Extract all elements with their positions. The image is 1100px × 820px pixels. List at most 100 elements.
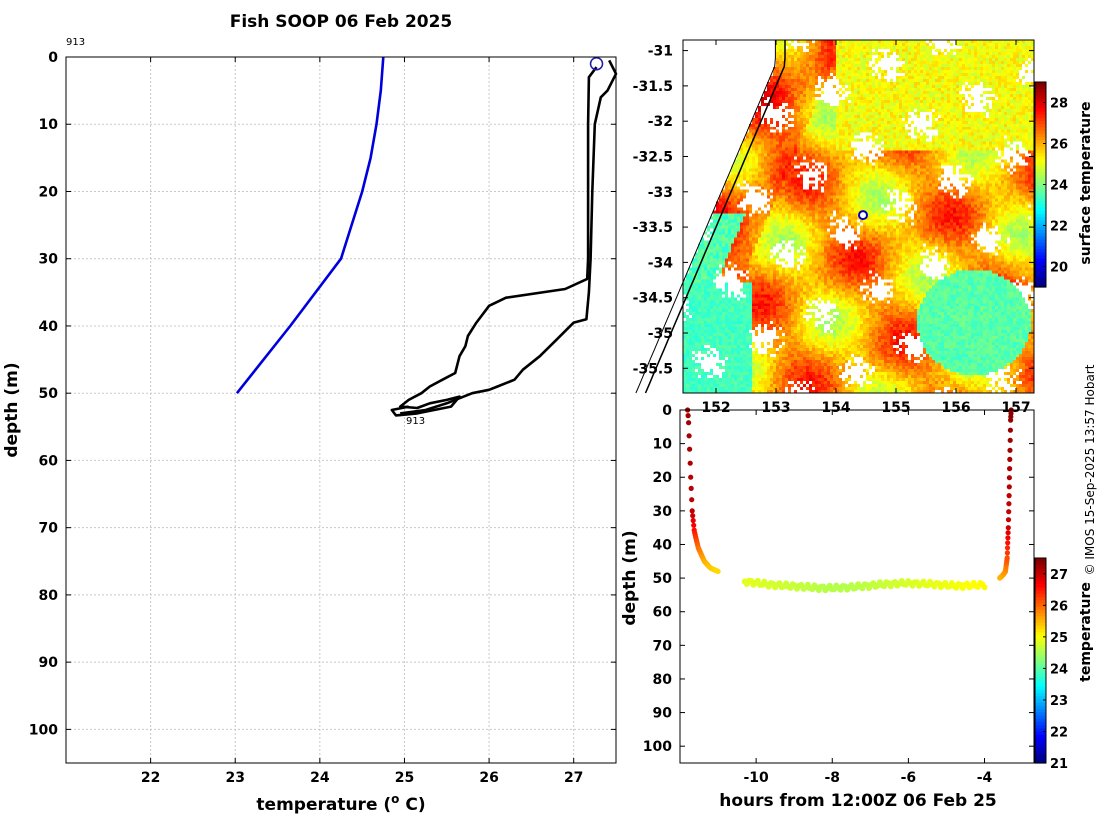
fish-location-marker <box>858 210 868 221</box>
sst-colorbar: 20 22 24 26 28 <box>1034 81 1068 288</box>
sst-colorbar-swatch <box>1035 232 1046 237</box>
temperature-colorbar-swatch <box>1035 628 1046 633</box>
temperature-colorbar-swatch <box>1035 746 1046 751</box>
temperature-colorbar-swatch <box>1035 638 1046 642</box>
temperature-colorbar-swatch <box>1035 698 1046 703</box>
depth-time-point <box>1005 530 1011 536</box>
sst-y-tick-label: -31 <box>648 44 673 60</box>
depth-time-point <box>1007 466 1013 472</box>
sst-colorbar-swatch <box>1035 190 1046 195</box>
profile-y-label: depth (m) <box>2 362 22 457</box>
sst-colorbar-swatch <box>1035 178 1046 182</box>
temperature-colorbar-swatch <box>1035 602 1046 607</box>
sst-colorbar-swatch <box>1035 194 1046 198</box>
profile-annotation-top: 913 <box>66 37 85 48</box>
temperature-colorbar-tick-label: 25 <box>1050 631 1068 646</box>
depth-time-point <box>689 497 695 503</box>
sst-colorbar-swatch <box>1035 261 1046 266</box>
depth-time-point <box>689 508 695 514</box>
depth-time-point <box>715 568 721 575</box>
temperature-colorbar-swatch <box>1035 666 1046 671</box>
sst-colorbar-swatch <box>1035 88 1046 93</box>
profile-y-tick-label: 70 <box>39 521 59 537</box>
profile-x-tick-label: 23 <box>225 770 244 786</box>
sst-colorbar-swatch <box>1035 267 1046 272</box>
depth-time-point <box>1004 550 1011 556</box>
sst-colorbar-swatch <box>1035 155 1046 160</box>
profile-y-tick-label: 50 <box>39 386 59 402</box>
temperature-colorbar-swatch <box>1035 692 1046 697</box>
sst-x-tick-label: 157 <box>1001 400 1030 416</box>
sst-colorbar-swatch <box>1035 104 1046 109</box>
temperature-colorbar-swatch <box>1035 618 1046 623</box>
temperature-colorbar-tick-label: 23 <box>1050 694 1068 709</box>
profile-axes-box <box>65 56 617 764</box>
depth-time-point <box>1007 437 1013 443</box>
sst-colorbar-swatch <box>1035 229 1046 234</box>
temperature-colorbar-swatch <box>1035 708 1046 713</box>
sst-colorbar-swatch <box>1035 254 1046 259</box>
depth-time-point <box>686 420 692 426</box>
sst-colorbar-swatch <box>1035 94 1046 99</box>
sst-colorbar-swatch <box>1035 181 1046 186</box>
sst-y-tick-label: -34 <box>648 255 674 271</box>
depth-time-point <box>1005 540 1011 546</box>
temperature-colorbar-swatch <box>1035 567 1046 572</box>
depth-time-y-tick-label: 90 <box>653 706 673 722</box>
sst-colorbar-swatch <box>1035 248 1046 253</box>
sst-colorbar-swatch <box>1035 101 1046 106</box>
sst-colorbar-swatch <box>1035 277 1046 282</box>
coastline <box>635 40 776 394</box>
sst-colorbar-swatch <box>1035 226 1046 230</box>
sst-colorbar-swatch <box>1035 174 1046 179</box>
sst-colorbar-tick-label: 22 <box>1050 220 1068 235</box>
depth-time-chart: -10 -8 -6 -4 0 10 20 30 40 50 60 70 80 90 100 hours fr… <box>620 403 1094 811</box>
sst-x-tick-label: 156 <box>941 400 970 416</box>
temperature-colorbar-tick-label: 27 <box>1050 568 1068 583</box>
sst-colorbar-swatch <box>1035 123 1046 128</box>
sst-map: 152 153 154 155 156 157 -31 -31.5 -32 -32.5 -33 -33… <box>633 39 1094 416</box>
depth-time-y-tick-label: 80 <box>653 672 673 688</box>
depth-time-point <box>1007 447 1013 453</box>
depth-time-y-tick-label: 30 <box>653 504 673 520</box>
profile-y-tick-label: 100 <box>29 722 58 738</box>
depth-time-y-tick-label: 60 <box>653 605 673 621</box>
sst-colorbar-swatch <box>1035 158 1046 163</box>
sst-colorbar-swatch <box>1035 168 1046 173</box>
sst-colorbar-swatch <box>1035 222 1046 227</box>
sst-colorbar-swatch <box>1035 187 1046 192</box>
sst-colorbar-tick-label: 26 <box>1050 138 1068 153</box>
profile-y-tick-label: 0 <box>48 50 58 66</box>
profile-line-climatology <box>235 56 385 395</box>
sst-colorbar-swatch <box>1035 98 1046 102</box>
depth-time-x-tick-label: -10 <box>743 770 769 786</box>
sst-colorbar-swatch <box>1035 152 1046 157</box>
temperature-colorbar-swatch <box>1035 714 1046 719</box>
depth-time-point <box>1006 501 1012 507</box>
depth-time-y-tick-label: 40 <box>653 537 673 553</box>
sst-colorbar-swatch <box>1035 283 1046 288</box>
temperature-colorbar-swatch <box>1035 663 1046 668</box>
sst-x-tick-label: 155 <box>881 400 910 416</box>
depth-time-point <box>1007 456 1013 462</box>
temperature-colorbar-tick-label: 21 <box>1050 757 1068 772</box>
temperature-colorbar-swatch <box>1035 634 1046 639</box>
sst-colorbar-swatch <box>1035 203 1046 208</box>
sst-x-tick-label: 153 <box>761 400 790 416</box>
sst-colorbar-swatch <box>1035 120 1046 125</box>
sst-colorbar-swatch <box>1035 210 1046 214</box>
temperature-profile-chart: 22 23 24 25 26 27 0 10 20 30 40 50 60 70 80 90 100 913 9… <box>2 37 618 815</box>
sst-colorbar-swatch <box>1035 91 1046 96</box>
sst-colorbar-swatch <box>1035 197 1046 202</box>
depth-time-point <box>1005 525 1011 531</box>
temperature-colorbar-swatch <box>1035 586 1046 591</box>
shelf-contour <box>644 40 786 394</box>
profile-ticks: 22 23 24 25 26 27 0 10 20 30 40 50 60 70 80 90 100 <box>29 50 616 786</box>
sst-colorbar-swatch <box>1035 139 1046 144</box>
depth-time-y-label: depth (m) <box>620 530 640 625</box>
temperature-colorbar-swatch <box>1035 650 1046 655</box>
temperature-colorbar-tick-label: 26 <box>1050 599 1068 614</box>
depth-time-x-tick-label: -8 <box>824 770 840 786</box>
depth-time-point <box>686 433 692 439</box>
sst-colorbar-swatch <box>1035 274 1046 278</box>
